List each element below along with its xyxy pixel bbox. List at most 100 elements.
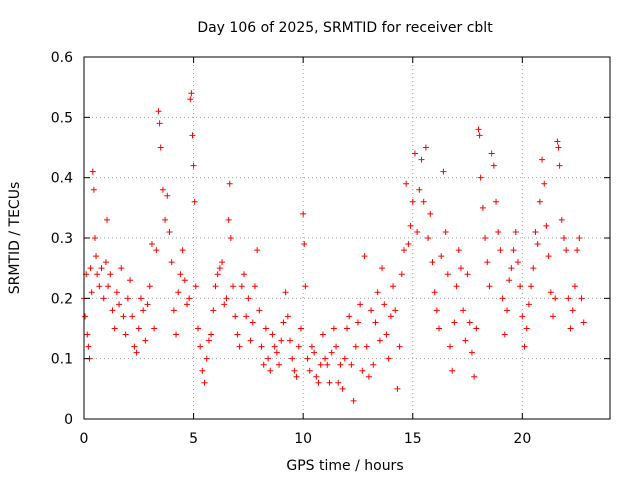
data-point xyxy=(306,367,313,374)
data-point xyxy=(387,313,394,320)
data-point xyxy=(444,271,451,278)
data-point xyxy=(519,313,526,320)
data-point xyxy=(287,337,294,344)
data-point xyxy=(357,301,364,308)
x-tick-label: 0 xyxy=(80,431,89,447)
data-point xyxy=(284,313,291,320)
gridlines xyxy=(84,57,610,419)
y-tick-label: 0.6 xyxy=(51,50,73,66)
data-point xyxy=(403,180,410,187)
data-point xyxy=(422,144,429,151)
data-point xyxy=(400,247,407,254)
data-point xyxy=(295,343,302,350)
data-point xyxy=(168,259,175,266)
data-point xyxy=(236,343,243,350)
data-point xyxy=(348,361,355,368)
data-point xyxy=(322,355,329,362)
data-point xyxy=(234,331,241,338)
data-point xyxy=(226,180,233,187)
data-point xyxy=(280,319,287,326)
x-tick-label: 5 xyxy=(189,431,198,447)
data-point xyxy=(346,313,353,320)
data-point xyxy=(109,307,116,314)
data-point xyxy=(247,337,254,344)
data-point xyxy=(251,283,258,290)
data-point xyxy=(497,247,504,254)
plot-frame xyxy=(83,56,611,420)
data-point xyxy=(383,331,390,338)
data-point xyxy=(545,253,552,260)
data-point xyxy=(116,301,123,308)
data-point xyxy=(442,228,449,235)
data-point xyxy=(539,156,546,163)
data-point xyxy=(476,132,483,139)
data-point xyxy=(354,319,361,326)
data-point xyxy=(503,307,510,314)
y-axis-label: SRMTID / TECUs xyxy=(7,182,23,295)
data-point xyxy=(127,277,134,284)
data-point xyxy=(574,247,581,254)
data-point xyxy=(534,241,541,248)
data-point xyxy=(414,228,421,235)
data-point xyxy=(153,247,160,254)
data-point xyxy=(425,235,432,241)
data-point xyxy=(447,343,454,350)
data-point xyxy=(164,192,171,199)
data-point xyxy=(304,355,311,362)
x-axis-label: GPS time / hours xyxy=(286,458,403,474)
data-point xyxy=(227,235,234,241)
data-point xyxy=(555,144,562,151)
data-point xyxy=(416,186,423,193)
data-point xyxy=(462,337,469,344)
data-point xyxy=(514,259,521,266)
data-point xyxy=(455,247,462,254)
data-point xyxy=(558,216,565,223)
data-point xyxy=(532,228,539,235)
data-point xyxy=(90,186,97,193)
data-point xyxy=(189,132,196,139)
data-point xyxy=(427,210,434,217)
data-point xyxy=(219,259,226,266)
data-point xyxy=(488,150,495,157)
data-point xyxy=(368,307,375,314)
data-point xyxy=(317,361,324,368)
data-point xyxy=(131,343,138,350)
data-point xyxy=(473,325,480,332)
data-point xyxy=(315,379,322,386)
data-point xyxy=(490,162,497,169)
data-point xyxy=(177,271,184,278)
data-point xyxy=(210,307,217,314)
data-point xyxy=(486,283,493,290)
x-tick-label: 15 xyxy=(404,431,422,447)
data-point xyxy=(311,349,318,356)
data-point xyxy=(82,313,89,320)
data-point xyxy=(517,283,524,290)
data-point xyxy=(521,343,528,350)
data-point xyxy=(170,307,177,314)
data-point xyxy=(565,295,572,302)
data-point xyxy=(499,295,506,302)
data-point xyxy=(471,373,478,380)
data-point xyxy=(379,265,386,272)
data-point xyxy=(291,367,298,374)
data-point xyxy=(94,271,101,278)
data-point xyxy=(543,222,550,229)
x-tick-label: 10 xyxy=(294,431,312,447)
data-point xyxy=(493,198,500,205)
data-point xyxy=(451,319,458,326)
data-point xyxy=(319,331,326,338)
data-point xyxy=(144,301,151,308)
data-point xyxy=(133,349,140,356)
chart-title: Day 106 of 2025, SRMTID for receiver cbl… xyxy=(197,20,493,36)
data-point xyxy=(232,313,239,320)
data-point xyxy=(120,313,127,320)
data-point xyxy=(440,168,447,175)
data-point xyxy=(276,361,283,368)
data-point xyxy=(184,301,191,308)
data-point xyxy=(385,355,392,362)
data-point xyxy=(186,295,193,302)
data-point xyxy=(256,307,263,314)
data-point xyxy=(96,283,103,290)
data-point xyxy=(300,210,307,217)
data-point xyxy=(341,355,348,362)
